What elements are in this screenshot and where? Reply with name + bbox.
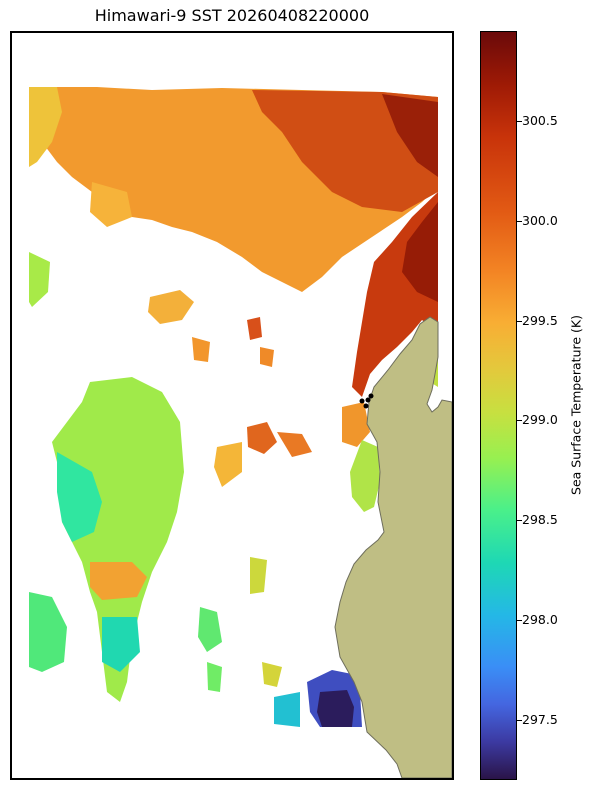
- colorbar-tick: [517, 520, 522, 522]
- sst-patch-small: [198, 607, 222, 652]
- station-marker: [365, 397, 371, 403]
- sst-region-west-teal: [57, 452, 102, 542]
- sst-region-south-blue: [274, 692, 300, 727]
- sst-patch-mid: [247, 317, 262, 340]
- sst-region-west-orange: [90, 562, 147, 600]
- colorbar: [480, 31, 517, 780]
- sst-region-sw-green: [29, 592, 67, 672]
- sst-patch-mid: [277, 432, 312, 457]
- colorbar-tick-label: 297.5: [522, 712, 558, 728]
- colorbar-tick: [517, 420, 522, 422]
- sst-patch-mid: [148, 290, 194, 324]
- map-title: Himawari-9 SST 20260408220000: [94, 6, 370, 25]
- colorbar-tick: [517, 620, 522, 622]
- station-marker: [359, 398, 365, 404]
- sst-patch-small: [250, 557, 267, 594]
- sst-patch-mid: [29, 252, 50, 307]
- station-marker: [363, 403, 369, 409]
- colorbar-tick: [517, 220, 522, 222]
- sst-field: [29, 87, 438, 727]
- colorbar-tick: [517, 320, 522, 322]
- sst-patch-small: [207, 662, 222, 692]
- sst-map: [29, 87, 452, 778]
- sst-patch-mid: [192, 337, 210, 362]
- sst-region-east-hot: [402, 202, 438, 302]
- land-mass: [334, 316, 452, 778]
- colorbar-tick-label: 298.5: [522, 512, 558, 528]
- sst-region-north-hot: [252, 90, 438, 212]
- station-markers: [359, 393, 374, 409]
- sst-patch-small: [262, 662, 282, 687]
- sst-patch-mid: [342, 402, 370, 447]
- sst-region-west-yellow: [29, 87, 62, 167]
- map-panel[interactable]: [10, 31, 454, 780]
- colorbar-tick-label: 298.0: [522, 612, 558, 628]
- colorbar-tick-label: 299.0: [522, 412, 558, 428]
- colorbar-tick-label: 299.5: [522, 312, 558, 328]
- sst-patch-mid: [214, 442, 242, 487]
- colorbar-tick: [517, 120, 522, 122]
- sst-region-west-green: [52, 377, 184, 702]
- sst-region-south-coldest: [317, 690, 354, 727]
- sst-patch-mid: [247, 422, 277, 454]
- colorbar-tick-label: 300.5: [522, 112, 558, 128]
- colorbar-tick-label: 300.0: [522, 212, 558, 228]
- station-marker: [368, 393, 374, 399]
- sst-patch-mid: [90, 182, 132, 227]
- colorbar-label: Sea Surface Temperature (K): [568, 315, 584, 495]
- sst-region-coast-green: [350, 440, 380, 512]
- colorbar-tick: [517, 720, 522, 722]
- sst-region-north-hottest: [382, 94, 438, 177]
- sst-patch-mid: [260, 347, 274, 367]
- sst-region-west-teal2: [102, 617, 140, 672]
